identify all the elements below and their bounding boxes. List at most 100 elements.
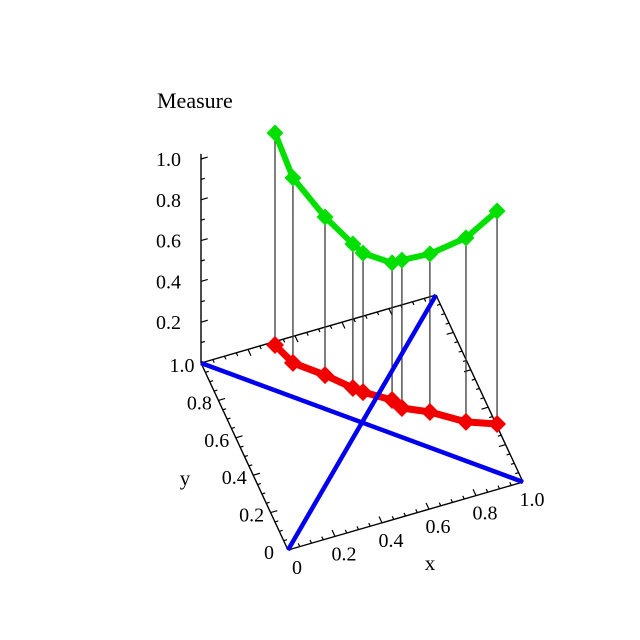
axis-tick	[376, 311, 380, 316]
axis-tick	[485, 488, 489, 493]
z-tick-label: 0.6	[156, 231, 181, 253]
axis-tick	[200, 300, 206, 303]
y-axis-title: y	[179, 466, 191, 490]
axis-tick	[257, 483, 262, 486]
axis-tick	[450, 498, 454, 503]
axis-tick	[200, 197, 208, 201]
axis-tick	[259, 345, 262, 350]
axis-tick	[306, 332, 309, 336]
axis-tick	[471, 378, 476, 381]
measure-curve-marker	[266, 124, 284, 142]
axis-tick	[356, 526, 360, 530]
axis-tick	[331, 529, 336, 537]
axis-tick	[481, 406, 489, 410]
axis-tick	[438, 502, 442, 507]
axis-tick	[274, 520, 279, 523]
axis-tick	[353, 318, 356, 323]
axis-tick	[391, 515, 395, 520]
x-axis-title: x	[424, 551, 436, 575]
measure-curve-marker	[488, 202, 506, 220]
measure-curve-marker	[316, 208, 334, 226]
axis-tick	[266, 501, 270, 504]
projection-curve-marker	[266, 335, 285, 354]
axis-tick	[475, 387, 480, 391]
axis-tick	[247, 349, 252, 356]
axis-tick	[235, 435, 243, 439]
axis-tick	[498, 444, 506, 448]
axis-tick	[321, 536, 324, 541]
measure-curve-marker	[393, 251, 411, 269]
axis-tick	[423, 298, 427, 302]
axis-tick	[458, 350, 463, 353]
axis-tick	[506, 453, 511, 456]
axis-tick	[248, 464, 253, 467]
y-tick-label: 0.8	[187, 392, 212, 414]
y-tick-label: 0.4	[222, 467, 247, 489]
axis-tick	[472, 489, 477, 496]
z-axis-title: Measure	[157, 88, 233, 113]
axis-tick	[200, 218, 206, 221]
axis-tick	[200, 238, 208, 242]
measure-curve-marker	[354, 244, 372, 262]
y-tick-label: 0.6	[204, 430, 229, 452]
axis-tick	[235, 352, 239, 357]
measure-curve-marker	[284, 169, 302, 187]
axis-tick	[213, 389, 218, 392]
measure-curve-marker	[457, 229, 475, 247]
axis-tick	[283, 539, 288, 542]
axis-tick	[454, 341, 458, 344]
x-tick-label: 0	[292, 557, 302, 579]
projection-curve-marker	[283, 353, 302, 372]
axis-tick	[222, 408, 227, 411]
axis-tick	[341, 321, 346, 329]
projection-curve-marker	[354, 383, 373, 402]
axis-tick	[226, 417, 231, 420]
projection-curve-marker	[420, 402, 439, 421]
x-tick-label: 0.4	[379, 530, 404, 552]
axis-tick	[515, 472, 519, 475]
axis-tick	[282, 338, 286, 343]
axis-tick	[415, 509, 418, 513]
axis-tick	[480, 397, 485, 400]
axis-tick	[200, 156, 208, 160]
axis-tick	[364, 315, 368, 319]
axis-tick	[509, 481, 512, 486]
axis-tick	[446, 331, 454, 335]
z-tick-label: 1.0	[156, 149, 181, 171]
projection-curve-marker	[316, 366, 335, 385]
axis-tick	[294, 335, 299, 343]
axis-tick	[510, 462, 515, 465]
measure-curve-marker	[383, 254, 401, 272]
axis-tick	[403, 512, 407, 517]
axis-tick	[223, 355, 227, 360]
axis-tick	[253, 472, 261, 476]
axis-tick	[200, 259, 206, 262]
axis-tick	[239, 445, 244, 448]
axis-tick	[497, 485, 501, 490]
axis-tick	[270, 510, 278, 514]
z-tick-label: 0.4	[156, 271, 181, 293]
axis-tick	[497, 434, 502, 437]
x-tick-label: 1.0	[520, 489, 545, 511]
axis-tick	[261, 492, 266, 495]
axis-tick	[329, 325, 333, 330]
axis-tick	[231, 426, 235, 430]
axis-tick	[209, 380, 214, 383]
x-tick-label: 0.2	[332, 543, 357, 565]
axis-tick	[200, 278, 208, 282]
x-tick-label: 0.8	[473, 503, 498, 525]
axis-tick	[297, 543, 301, 547]
projection-curve-marker	[392, 398, 411, 417]
axis-tick	[279, 529, 283, 532]
z-tick-label: 0.8	[156, 190, 181, 212]
projection-curve-marker	[488, 414, 507, 433]
measure-curve-marker	[421, 245, 439, 263]
axis-tick	[462, 495, 465, 500]
measure-curve-line	[272, 131, 500, 266]
axis-tick	[445, 322, 450, 325]
z-tick-label: 0.2	[156, 312, 181, 334]
axis-tick	[200, 177, 206, 180]
axis-tick	[425, 502, 430, 510]
measure-curve-marker	[344, 235, 362, 253]
